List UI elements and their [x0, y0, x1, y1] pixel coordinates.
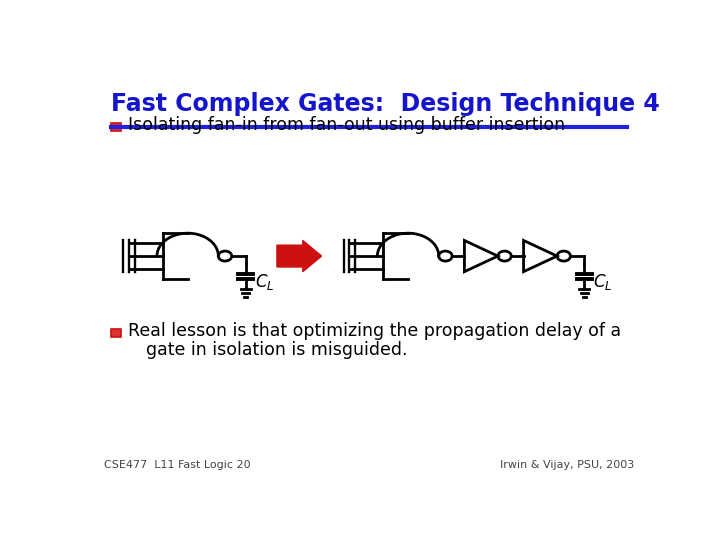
FancyBboxPatch shape — [111, 329, 121, 337]
Text: $C_L$: $C_L$ — [255, 272, 274, 292]
Text: CSE477  L11 Fast Logic 20: CSE477 L11 Fast Logic 20 — [104, 460, 251, 470]
FancyBboxPatch shape — [111, 124, 121, 131]
Text: Real lesson is that optimizing the propagation delay of a: Real lesson is that optimizing the propa… — [128, 322, 621, 340]
Polygon shape — [277, 240, 322, 272]
Text: Fast Complex Gates:  Design Technique 4: Fast Complex Gates: Design Technique 4 — [111, 92, 660, 116]
Text: Irwin & Vijay, PSU, 2003: Irwin & Vijay, PSU, 2003 — [500, 460, 634, 470]
Text: gate in isolation is misguided.: gate in isolation is misguided. — [145, 341, 408, 359]
Text: Isolating fan-in from fan-out using buffer insertion: Isolating fan-in from fan-out using buff… — [128, 116, 565, 134]
Text: $C_L$: $C_L$ — [593, 272, 613, 292]
